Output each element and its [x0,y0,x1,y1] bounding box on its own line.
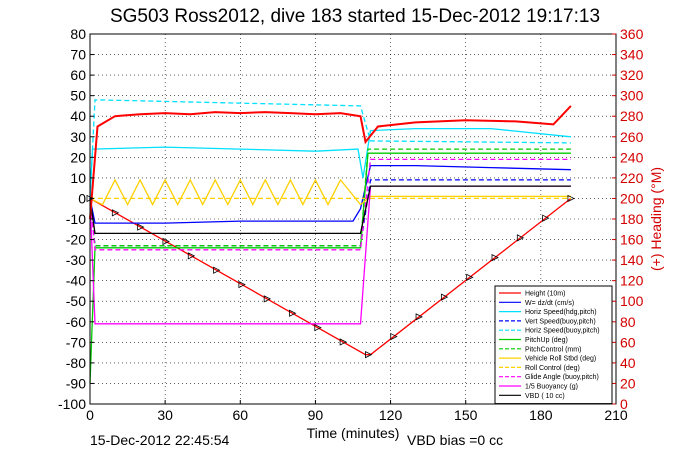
y2-tick-label: 280 [620,108,644,124]
x-tick-label: 120 [379,407,403,423]
y-tick-label: 10 [70,170,86,186]
y2-tick-label: 60 [620,334,636,350]
y-tick-label: 80 [70,26,86,42]
y-tick-label: -80 [66,355,86,371]
depth-marker [162,237,170,246]
x-tick-label: 90 [308,407,324,423]
x-tick-label: 180 [529,407,553,423]
x-tick-label: 150 [454,407,478,423]
y-tick-label: -50 [66,293,86,309]
y-axis-right: 0 20 40 60 80 100 120 140 160 180 200 220 240 260 280 3… [612,26,644,412]
y2-tick-label: 100 [620,293,644,309]
y-tick-label: 20 [70,149,86,165]
legend-label: Horiz Speed(buoy,pitch) [525,328,600,335]
y-axis-right-label: (+) Heading (°M) [648,167,664,271]
legend-label: PitchControl (mm) [525,346,581,353]
depth-marker [491,253,499,262]
y2-tick-label: 160 [620,232,644,248]
depth-marker [137,223,145,231]
legend-label: Horiz Speed(hdg,pitch) [525,309,597,316]
depth-marker [542,214,550,222]
depth-marker [365,351,373,359]
y-tick-label: -60 [66,314,86,330]
x-tick-label: 0 [86,407,94,423]
y-tick-label: 50 [70,88,86,104]
vbd-bias-label: VBD bias =0 cc [407,432,503,448]
y-tick-label: 40 [70,108,86,124]
depth-marker [213,266,221,274]
x-tick-label: 60 [232,407,248,423]
y-tick-label: -20 [66,232,86,248]
x-tick-label: 30 [157,407,173,423]
y-tick-label: -90 [66,375,86,391]
depth-marker [314,323,322,332]
depth-marker [440,293,449,301]
footer-timestamp: 15-Dec-2012 22:45:54 [90,432,230,448]
y2-tick-label: 80 [620,314,636,330]
y2-tick-label: 320 [620,67,644,83]
legend-label: Vehicle Roll Stbd (deg) [525,356,596,363]
chart-title: SG503 Ross2012, dive 183 started 15-Dec-… [110,6,600,27]
y2-tick-label: 300 [620,88,644,104]
y-tick-label: 70 [70,47,86,63]
y2-tick-label: 20 [620,375,636,391]
series-line-heading [89,105,572,220]
x-axis: 0 30 60 90 120 150 180 210 [86,400,628,423]
legend-box [494,285,613,405]
y2-tick-label: 180 [620,211,644,227]
y2-tick-label: 40 [620,355,636,371]
series-line-4 [89,99,571,199]
y-tick-label: 30 [70,129,86,145]
legend-label: Vert Speed(buoy,pitch) [525,318,596,325]
depth-marker [238,280,246,289]
depth-marker [516,234,525,242]
y2-tick-label: 340 [620,47,644,63]
depth-marker [263,295,272,303]
depth-marker [390,332,398,341]
legend-label: 1/5 Buoyancy (g) [525,384,578,391]
y-tick-label: -30 [66,252,86,268]
series-line-1 [89,164,571,224]
y-axis-left: -100-90-80-70-60-50-40-30-20-10010203040… [58,26,94,412]
depth-marker [466,273,474,282]
y-tick-label: -40 [66,273,86,289]
y2-tick-label: 260 [620,129,644,145]
series-line-2 [89,127,571,199]
series-layer [86,99,575,384]
depth-marker [289,309,297,317]
y-tick-label: 60 [70,67,86,83]
x-tick-label: 210 [604,407,628,423]
grid [90,34,616,404]
y2-tick-label: 240 [620,149,644,165]
y2-tick-label: 120 [620,273,644,289]
legend-label: Roll Control (deg) [525,365,580,372]
series-line-11 [89,185,571,235]
series-line-9 [89,158,571,251]
depth-marker [111,209,120,217]
y2-tick-label: 220 [620,170,644,186]
y2-tick-label: 0 [620,396,628,412]
legend: Height (10m) W= dz/dt (cm/s) Horiz Speed(h… [494,285,613,405]
y-tick-label: -100 [58,396,86,412]
y2-tick-label: 140 [620,252,644,268]
depth-marker [567,194,575,203]
legend-label: Height (10m) [525,291,565,298]
y2-tick-label: 200 [620,190,644,206]
legend-label: W= dz/dt (cm/s) [525,300,574,307]
depth-marker [187,252,196,260]
y-tick-label: 0 [78,190,86,206]
depth-marker [339,338,348,346]
legend-label: PitchUp (deg) [525,337,568,344]
legend-label: VBD ( 10 cc) [525,393,565,400]
x-axis-label: Time (minutes) [307,425,400,441]
y-tick-label: -70 [66,334,86,350]
legend-label: Glide Angle (buoy,pitch) [525,374,599,381]
y2-tick-label: 360 [620,26,644,42]
y-tick-label: -10 [66,211,86,227]
depth-marker [415,313,423,321]
